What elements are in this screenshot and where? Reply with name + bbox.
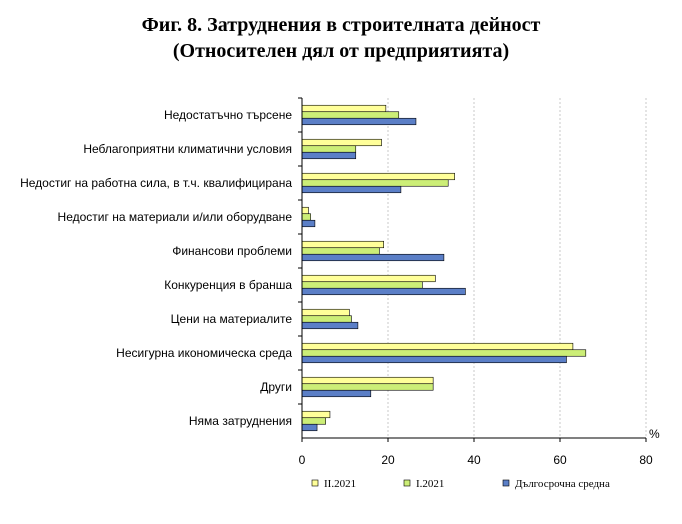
category-label: Недостиг на работна сила, в т.ч. квалифи…: [20, 176, 292, 190]
bar: [301, 410, 331, 419]
legend-label: I.2021: [416, 478, 444, 490]
category-label: Финансови проблеми: [172, 244, 292, 258]
bar: [301, 417, 326, 425]
x-tick-label: 60: [553, 453, 567, 467]
bar: [301, 179, 449, 187]
legend-swatch: [403, 479, 411, 487]
bar: [301, 287, 466, 296]
bar: [301, 117, 417, 126]
category-label: Недостиг на материали и/или оборудване: [58, 210, 293, 224]
category-label: Недостатъчно търсене: [164, 108, 292, 122]
legend-swatch: [311, 479, 319, 487]
bar: [301, 145, 357, 153]
bar: [301, 423, 318, 432]
bar: [301, 111, 400, 119]
bar: [301, 206, 309, 215]
category-label: Други: [260, 380, 292, 394]
bar: [301, 104, 387, 113]
bar: [301, 213, 311, 221]
bar: [301, 274, 436, 283]
x-tick-label: 40: [467, 453, 481, 467]
chart-subtitle: (Относителен дял от предприятията): [172, 40, 510, 62]
bar: [301, 342, 574, 351]
bar: [301, 253, 445, 262]
bar: [301, 240, 384, 249]
chart-title: Фиг. 8. Затруднения в строителната дейно…: [141, 14, 541, 36]
bar: [301, 151, 357, 160]
category-label: Конкуренция в бранша: [164, 278, 292, 292]
legend-label: Дългосрочна средна: [515, 478, 610, 490]
category-label: Несигурна икономическа среда: [116, 346, 292, 360]
category-label: Няма затруднения: [189, 414, 292, 428]
bar: [301, 247, 380, 255]
bar: [301, 376, 434, 385]
bar: [301, 172, 455, 181]
bar: [301, 308, 350, 317]
bar: [301, 138, 382, 147]
category-label: Цени на материалите: [171, 312, 293, 326]
x-tick-label: 20: [381, 453, 395, 467]
bar: [301, 383, 434, 391]
legend-swatch: [502, 479, 510, 487]
legend-label: II.2021: [324, 478, 356, 490]
bar: [301, 349, 587, 357]
unit-label: %: [649, 427, 660, 441]
bar: [301, 389, 372, 398]
bar: [301, 185, 402, 194]
bar: [301, 315, 352, 323]
x-tick-label: 0: [299, 453, 306, 467]
bar: [301, 355, 567, 364]
bar: [301, 281, 423, 289]
x-tick-label: 80: [639, 453, 653, 467]
category-label: Неблагоприятни климатични условия: [83, 142, 292, 156]
bar: [301, 219, 316, 228]
bar: [301, 321, 359, 330]
